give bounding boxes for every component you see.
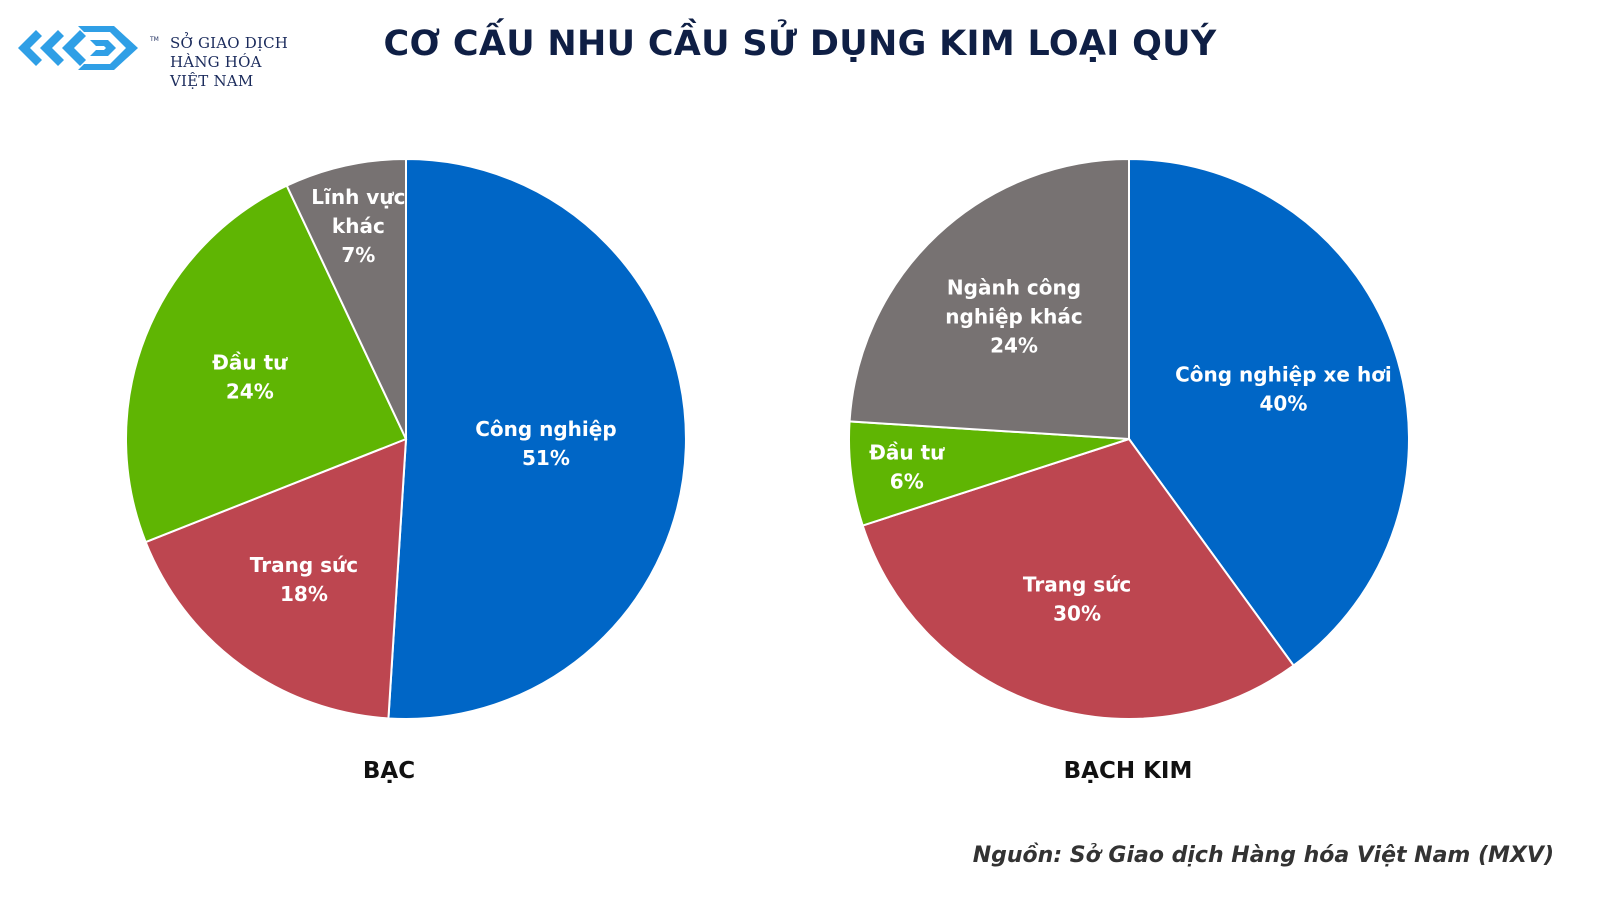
- slice-value-label: 30%: [1053, 601, 1101, 625]
- logo-line-3: VIỆT NAM: [170, 72, 254, 90]
- page-title-text: CƠ CẤU NHU CẦU SỬ DỤNG KIM LOẠI QUÝ: [383, 24, 1217, 64]
- slice-label: Đầu tư 6%: [869, 441, 945, 494]
- pie-chart-silver: Công nghiệp 51% Trang sức 18% Đầu tư 24% Lĩnh …: [125, 157, 687, 784]
- chart-title: BẠCH KIM: [1064, 758, 1193, 784]
- trademark-mark: TM: [150, 36, 159, 43]
- slice-value-label: 40%: [1260, 391, 1308, 415]
- slice-label: Công nghiệp 51%: [475, 417, 616, 470]
- pie-slice: [144, 437, 408, 720]
- pie-slice: [387, 157, 687, 720]
- logo-mark-stroke-4: [90, 40, 116, 56]
- slice-name-label: Công nghiệp: [475, 417, 616, 441]
- slice-name-label: Trang sức: [1023, 572, 1131, 596]
- slice-label: Công nghiệp xe hơi 40%: [1175, 362, 1392, 415]
- slice-value-label: 6%: [890, 470, 924, 494]
- slice-value-label: 51%: [522, 446, 570, 470]
- page-title: CƠ CẤU NHU CẦU SỬ DỤNG KIM LOẠI QUÝ: [0, 24, 1600, 64]
- logo-mark-stroke-0: [18, 30, 42, 66]
- slice-name-label: Đầu tư: [869, 441, 945, 465]
- slice-name-label: Trang sức: [250, 553, 358, 577]
- slice-name-label: Lĩnh vực: [311, 185, 405, 209]
- slice-name-label: Đầu tư: [212, 351, 288, 375]
- source-note: Nguồn: Sở Giao dịch Hàng hóa Việt Nam (M…: [972, 843, 1554, 868]
- slice-label: Trang sức 18%: [250, 553, 358, 606]
- pie-chart-platinum: Công nghiệp xe hơi 40% Trang sức 30% Đầu tư 6…: [848, 157, 1410, 784]
- slice-name-label: nghiệp khác: [945, 305, 1082, 329]
- logo-mark-stroke-1: [40, 30, 64, 66]
- pie-slice: [125, 184, 408, 544]
- mxv-logo-mark-icon: [18, 26, 138, 70]
- logo-line-2: HÀNG HÓA: [170, 53, 262, 71]
- pie-slice: [285, 157, 407, 440]
- slice-label: Ngành công nghiệp khác 24%: [945, 276, 1082, 358]
- slice-value-label: 18%: [280, 582, 328, 606]
- pie-slice: [861, 437, 1295, 720]
- slice-label: Trang sức 30%: [1023, 572, 1131, 625]
- slice-value-label: 7%: [341, 243, 375, 267]
- slice-value-label: 24%: [226, 380, 274, 404]
- pie-slice: [1128, 157, 1410, 667]
- logo-mark-stroke-2: [62, 30, 86, 66]
- slice-label: Đầu tư 24%: [212, 351, 288, 404]
- slice-name-label: khác: [332, 214, 385, 238]
- slice-label: Lĩnh vực khác 7%: [311, 185, 405, 267]
- logo-line-1: SỞ GIAO DỊCH: [170, 34, 289, 52]
- slice-value-label: 24%: [990, 334, 1038, 358]
- slice-name-label: Ngành công: [947, 276, 1081, 300]
- mxv-logo: TM SỞ GIAO DỊCH HÀNG HÓA VIỆT NAM: [14, 16, 288, 90]
- logo-mark-stroke-3: [78, 26, 138, 70]
- slice-name-label: Công nghiệp xe hơi: [1175, 362, 1392, 386]
- pie-slice: [848, 157, 1130, 441]
- logo-text: SỞ GIAO DỊCH HÀNG HÓA VIỆT NAM: [170, 34, 288, 91]
- chart-title: BẠC: [363, 758, 415, 784]
